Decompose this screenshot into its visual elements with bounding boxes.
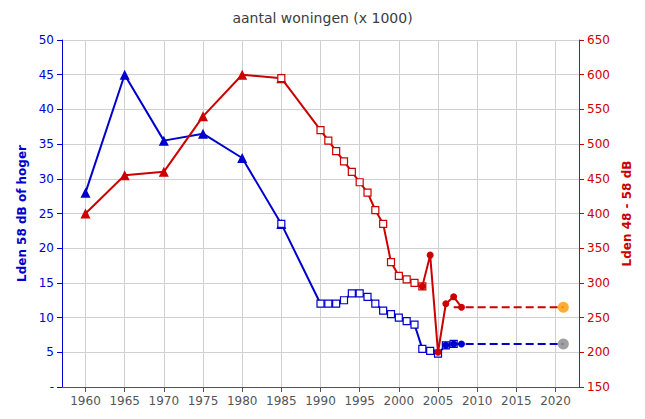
svg-text:45: 45 [39,68,54,82]
svg-text:550: 550 [587,102,610,116]
svg-text:-: - [50,380,54,394]
svg-text:40: 40 [39,102,54,116]
svg-text:1995: 1995 [344,394,375,408]
svg-text:25: 25 [39,207,54,221]
svg-text:20: 20 [39,241,54,255]
svg-text:2015: 2015 [501,394,532,408]
svg-text:35: 35 [39,137,54,151]
svg-text:1980: 1980 [227,394,258,408]
svg-text:300: 300 [587,276,610,290]
svg-text:1985: 1985 [266,394,297,408]
svg-text:200: 200 [587,345,610,359]
svg-text:1965: 1965 [109,394,140,408]
svg-text:250: 250 [587,311,610,325]
svg-text:150: 150 [587,380,610,394]
svg-text:Lden 58 dB of hoger: Lden 58 dB of hoger [15,145,29,282]
svg-text:5: 5 [46,345,54,359]
svg-text:500: 500 [587,137,610,151]
svg-text:1990: 1990 [305,394,336,408]
svg-text:aantal woningen (x 1000): aantal woningen (x 1000) [232,10,412,26]
svg-text:1975: 1975 [188,394,219,408]
svg-text:10: 10 [39,311,54,325]
svg-text:350: 350 [587,241,610,255]
svg-text:2020: 2020 [540,394,571,408]
svg-text:2010: 2010 [462,394,493,408]
svg-text:2005: 2005 [423,394,454,408]
svg-text:30: 30 [39,172,54,186]
svg-text:1960: 1960 [70,394,101,408]
svg-text:600: 600 [587,68,610,82]
svg-text:15: 15 [39,276,54,290]
svg-text:50: 50 [39,33,54,47]
svg-text:650: 650 [587,33,610,47]
svg-text:Lden 48 - 58 dB: Lden 48 - 58 dB [620,161,634,267]
svg-text:400: 400 [587,207,610,221]
svg-text:450: 450 [587,172,610,186]
svg-text:1970: 1970 [149,394,180,408]
svg-text:2000: 2000 [384,394,415,408]
